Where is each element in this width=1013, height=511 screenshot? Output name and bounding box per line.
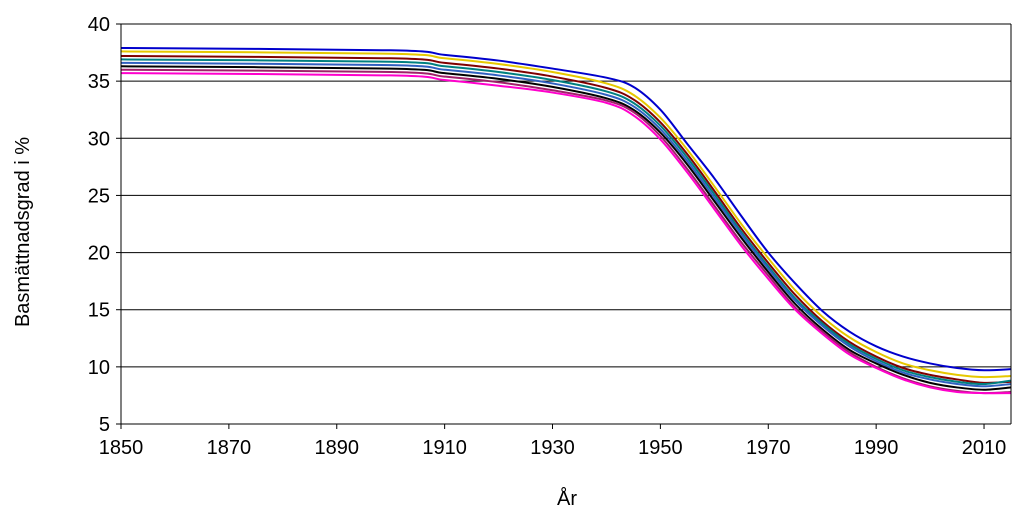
series-lines	[120, 47, 1012, 395]
axes	[120, 24, 1012, 425]
x-tick-label-4: 1930	[530, 437, 575, 459]
series-line-4	[120, 61, 1012, 388]
y-tick-label-1: 10	[88, 357, 110, 379]
x-axis-title: År	[557, 487, 577, 510]
series-line-1	[120, 50, 1012, 379]
x-tick-label-2: 1890	[315, 437, 360, 459]
y-tick-label-3: 20	[88, 243, 110, 265]
y-axis-title: Basmättnadsgrad i %	[12, 137, 34, 327]
x-tick-label-3: 1910	[422, 437, 467, 459]
x-tick-label-8: 2010	[962, 437, 1007, 459]
gridlines	[121, 23, 1011, 368]
y-tick-label-5: 30	[88, 128, 110, 150]
series-line-5	[120, 65, 1012, 391]
x-tick-label-5: 1950	[638, 437, 683, 459]
y-tick-label-0: 5	[99, 414, 110, 436]
y-tick-label-6: 35	[88, 71, 110, 93]
series-line-6	[120, 68, 1012, 395]
y-tick-label-2: 15	[88, 300, 110, 322]
y-tick-label-4: 25	[88, 185, 110, 207]
series-line-3	[120, 58, 1012, 386]
series-line-0	[120, 47, 1012, 372]
y-tick-label-7: 40	[88, 14, 110, 36]
x-tick-label-0: 1850	[99, 437, 144, 459]
y-tick-labels: 5 10 15 20 25 30 35 40	[88, 14, 121, 436]
series-line-7	[120, 72, 1012, 395]
x-tick-label-1: 1870	[207, 437, 252, 459]
x-tick-label-7: 1990	[854, 437, 899, 459]
x-tick-labels: 1850 1870 1890 1910 1930 1950 1970 1990 2010	[99, 424, 1007, 459]
x-tick-label-6: 1970	[746, 437, 791, 459]
series-line-2	[120, 55, 1012, 384]
